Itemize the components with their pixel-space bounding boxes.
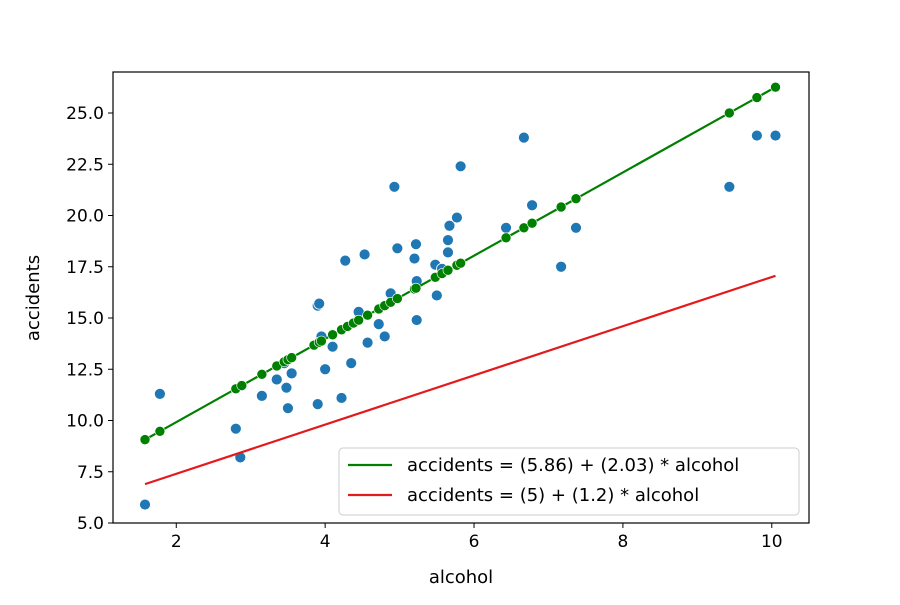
fitted-point — [362, 309, 373, 321]
y-tick-label: 20.0 — [66, 207, 104, 227]
observed-point — [313, 297, 326, 310]
legend-label-fitted: accidents = (5.86) + (2.03) * alcohol — [407, 455, 739, 476]
observed-point — [410, 238, 422, 251]
observed-point — [270, 373, 283, 386]
fitted-point — [154, 425, 166, 437]
fitted-point — [392, 293, 403, 304]
observed-point — [410, 314, 423, 326]
y-axis-label: accidents — [23, 255, 44, 341]
observed-point — [372, 318, 385, 331]
observed-point — [769, 129, 782, 142]
y-axis-ticks: 5.0 7.5 10.0 12.5 15.0 17.5 20.0 22.5 25.0 — [66, 104, 113, 534]
fitted-point — [555, 201, 567, 213]
guess-line — [144, 274, 776, 486]
observed-point — [391, 242, 404, 255]
observed-point — [326, 340, 339, 353]
observed-point — [319, 363, 332, 376]
observed-point — [255, 389, 268, 402]
fitted-point — [236, 380, 248, 391]
observed-point — [555, 260, 568, 273]
observed-point — [345, 357, 358, 370]
fitted-point — [751, 92, 763, 103]
x-tick-label: 4 — [320, 532, 331, 552]
fitted-markers-group — [139, 81, 781, 445]
legend-box — [338, 447, 800, 516]
fitted-point — [518, 222, 530, 234]
y-tick-label: 17.5 — [66, 258, 104, 278]
y-tick-label: 22.5 — [66, 155, 104, 175]
observed-point — [570, 221, 582, 234]
observed-point — [153, 387, 166, 400]
observed-point — [229, 422, 242, 435]
y-tick-label: 10.0 — [66, 412, 104, 432]
x-axis-ticks: 2 4 6 8 10 — [171, 523, 783, 552]
x-tick-label: 6 — [469, 532, 480, 552]
observed-point — [750, 129, 763, 142]
y-tick-label: 12.5 — [66, 360, 104, 380]
observed-point — [335, 392, 348, 404]
x-tick-label: 2 — [171, 532, 182, 552]
observed-point — [454, 160, 467, 173]
fitted-point — [570, 193, 582, 204]
fitted-point — [327, 329, 338, 341]
fitted-point — [526, 217, 538, 229]
observed-point — [339, 254, 352, 267]
x-tick-label: 10 — [761, 532, 783, 552]
y-tick-label: 25.0 — [66, 104, 104, 124]
observed-point — [430, 289, 443, 302]
observed-point — [526, 199, 538, 212]
legend-label-guess: accidents = (5) + (1.2) * alcohol — [407, 485, 699, 506]
y-tick-label: 5.0 — [77, 514, 104, 534]
observed-point — [361, 336, 374, 349]
fitted-point — [500, 232, 512, 244]
observed-point — [443, 219, 456, 232]
fitted-point — [724, 107, 735, 119]
observed-point — [408, 252, 421, 265]
observed-point — [451, 211, 463, 224]
observed-point — [518, 131, 530, 144]
observed-point — [723, 180, 736, 193]
observed-point — [442, 234, 454, 247]
observed-point — [282, 402, 294, 415]
observed-point — [139, 498, 151, 511]
x-tick-label: 8 — [617, 532, 628, 552]
x-axis-label: alcohol — [429, 567, 493, 588]
fitted-point — [770, 81, 781, 93]
observed-point — [280, 381, 293, 394]
fitted-point — [455, 257, 466, 269]
observed-point — [311, 398, 324, 411]
fitted-point — [442, 264, 454, 276]
fitted-point — [410, 282, 422, 294]
fitted-point — [316, 335, 327, 347]
observed-point — [388, 180, 401, 193]
fitted-point — [286, 352, 297, 363]
fitted-point — [139, 434, 151, 445]
observed-point — [500, 221, 512, 234]
observed-point — [442, 246, 454, 259]
legend: accidents = (5.86) + (2.03) * alcohol ac… — [338, 447, 800, 516]
observed-point — [378, 330, 391, 343]
fitted-point — [353, 314, 364, 326]
fitted-point — [256, 368, 268, 380]
observed-point — [285, 367, 298, 380]
plot-frame — [112, 71, 810, 524]
y-tick-label: 15.0 — [66, 309, 104, 329]
y-tick-label: 7.5 — [77, 463, 104, 483]
observed-point — [358, 248, 371, 261]
